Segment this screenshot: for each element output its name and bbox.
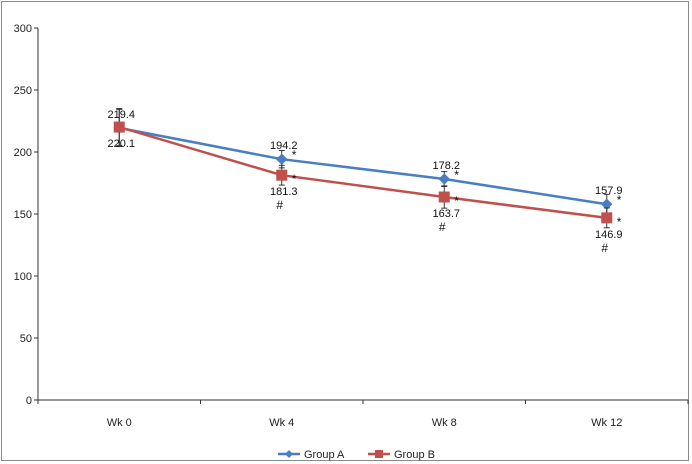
group-b-data-label: 220.1 (107, 138, 135, 150)
group-b-hash-marker: # (439, 220, 446, 234)
y-tick-label: 50 (20, 333, 32, 345)
group-a-significance-star: * (454, 168, 459, 182)
group-b-data-label: 181.3 (270, 186, 298, 198)
group-a-legend-marker (285, 450, 293, 458)
group-a-point (438, 173, 450, 185)
group-b-data-label: 163.7 (432, 208, 460, 220)
group-b-point (601, 212, 613, 224)
group-b-significance-star: * (292, 172, 297, 186)
y-tick-label: 300 (14, 23, 32, 35)
group-a-significance-star: * (617, 193, 622, 207)
group-b-significance-star: * (454, 194, 459, 208)
group-b-hash-marker: # (601, 241, 608, 255)
y-tick-label: 200 (14, 147, 32, 159)
group-b-point (276, 169, 288, 181)
y-tick-label: 250 (14, 85, 32, 97)
group-b-point (438, 191, 450, 203)
y-tick-label: 100 (14, 271, 32, 283)
group-a-point (276, 153, 288, 165)
x-tick-label: Wk 8 (432, 417, 457, 429)
group-b-legend-marker (375, 450, 383, 458)
x-tick-label: Wk 12 (591, 417, 622, 429)
group-b-point (113, 121, 125, 133)
y-tick-label: 0 (26, 395, 32, 407)
x-tick-label: Wk 0 (107, 417, 132, 429)
group-a-data-label: 157.9 (595, 185, 623, 197)
group-a-significance-star: * (292, 148, 297, 162)
group-a-data-label: 178.2 (432, 160, 460, 172)
x-tick-label: Wk 4 (269, 417, 294, 429)
group-a-legend-label: Group A (304, 449, 345, 461)
group-a-data-label: 194.2 (270, 140, 298, 152)
group-b-significance-star: * (617, 215, 622, 229)
group-b-legend-label: Group B (394, 449, 435, 461)
group-b-hash-marker: # (276, 198, 283, 212)
group-a-series-line (119, 126, 607, 206)
group-b-data-label: 146.9 (595, 229, 623, 241)
group-a-data-label: 219.4 (107, 109, 135, 121)
group-b-series-line (118, 125, 607, 220)
y-tick-label: 150 (14, 209, 32, 221)
